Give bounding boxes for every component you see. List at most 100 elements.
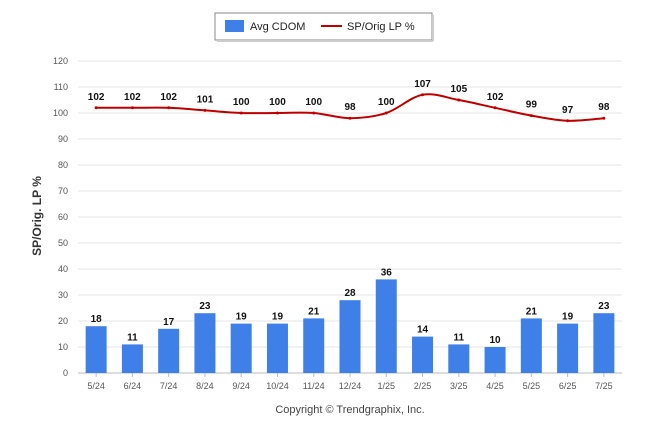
bar-data-label: 23 [199,301,211,312]
line-point-sp-orig-lp [167,106,171,110]
line-point-sp-orig-lp [529,114,533,118]
y-tick-label: 100 [53,108,68,118]
y-tick-label: 120 [53,56,68,66]
y-tick-label: 60 [58,212,68,222]
x-tick-label: 9/24 [232,381,250,391]
line-data-label: 101 [197,94,214,105]
legend-label-sp-orig-lp[interactable]: SP/Orig LP % [347,21,415,33]
bar-avg-cdom [303,318,325,373]
bar-data-label: 11 [454,332,465,343]
line-point-sp-orig-lp [239,111,243,115]
bar-data-label: 19 [562,312,574,323]
bar-avg-cdom [85,326,107,373]
line-point-sp-orig-lp [94,106,98,110]
bar-data-label: 21 [308,306,320,317]
y-tick-label: 90 [58,134,68,144]
y-axis-label: SP/Orig. LP % [30,176,44,256]
line-point-sp-orig-lp [130,106,134,110]
line-point-sp-orig-lp [602,116,606,120]
y-tick-label: 20 [58,316,68,326]
y-tick-label: 10 [58,342,68,352]
line-data-label: 98 [598,102,610,113]
x-tick-label: 5/24 [87,381,105,391]
bar-data-label: 18 [91,314,103,325]
line-data-label: 105 [450,84,467,95]
legend: Avg CDOM SP/Orig LP % [214,12,434,42]
bar-avg-cdom [520,318,542,373]
bar-avg-cdom [557,323,579,373]
line-point-sp-orig-lp [203,108,207,112]
line-data-label: 107 [414,79,431,90]
line-data-label: 102 [487,92,504,103]
bar-avg-cdom [375,279,397,373]
bar-avg-cdom [339,300,361,373]
y-tick-label: 30 [58,290,68,300]
line-point-sp-orig-lp [566,119,570,123]
line-data-label: 100 [269,97,286,108]
x-tick-label: 2/25 [414,381,432,391]
bar-data-label: 23 [598,301,610,312]
line-data-label: 98 [344,102,356,113]
bar-avg-cdom [484,347,506,373]
gridlines [78,60,622,374]
line-data-label: 100 [305,97,322,108]
copyright-footer: Copyright © Trendgraphix, Inc. [275,404,424,416]
line-data-label: 97 [562,105,574,116]
bar-data-label: 14 [417,325,429,336]
legend-swatch-avg-cdom[interactable] [225,20,244,32]
x-tick-label: 7/24 [160,381,178,391]
x-tick-label: 1/25 [378,381,396,391]
bar-avg-cdom [194,313,216,373]
y-tick-label: 40 [58,264,68,274]
y-tick-label: 0 [63,368,68,378]
line-point-sp-orig-lp [421,93,425,97]
bar-data-label: 21 [526,306,538,317]
line-point-sp-orig-lp [384,111,388,115]
y-tick-label: 80 [58,160,68,170]
bar-data-label: 28 [344,288,356,299]
x-tick-label: 4/25 [486,381,504,391]
line-point-sp-orig-lp [493,106,497,110]
line-data-label: 102 [124,92,141,103]
bar-data-label: 11 [127,332,138,343]
bar-data-label: 10 [490,335,502,346]
bar-data-label: 36 [381,267,393,278]
y-tick-label: 70 [58,186,68,196]
x-tick-label: 12/24 [339,381,362,391]
bar-avg-cdom [448,344,470,373]
x-tick-label: 6/25 [559,381,577,391]
x-tick-label: 8/24 [196,381,214,391]
bar-avg-cdom [158,328,180,373]
y-tick-label: 110 [54,82,68,92]
line-data-label: 99 [526,100,538,111]
line-data-label: 100 [233,97,250,108]
x-tick-label: 7/25 [595,381,613,391]
bar-avg-cdom [121,344,143,373]
bar-data-label: 17 [163,317,175,328]
bar-avg-cdom [593,313,615,373]
bar-avg-cdom [230,323,252,373]
line-point-sp-orig-lp [457,98,461,102]
x-tick-label: 6/24 [124,381,142,391]
line-data-label: 102 [160,92,177,103]
bar-data-label: 19 [236,312,248,323]
bar-series-avg-cdom [85,279,615,373]
y-tick-label: 50 [58,238,68,248]
line-point-sp-orig-lp [312,111,316,115]
bar-data-label: 19 [272,312,284,323]
x-tick-label: 11/24 [303,381,325,391]
bar-avg-cdom [412,336,434,373]
bar-avg-cdom [266,323,288,373]
x-tick-label: 10/24 [266,381,289,391]
data-labels: 18 11 17 23 19 19 21 28 36 14 11 10 21 19 23 102 102 102 1… [88,79,610,346]
x-tick-label: 3/25 [450,381,468,391]
line-point-sp-orig-lp [348,116,352,120]
line-data-label: 100 [378,97,395,108]
line-data-label: 102 [88,92,105,103]
line-point-sp-orig-lp [275,111,279,115]
legend-label-avg-cdom[interactable]: Avg CDOM [250,21,305,33]
x-tick-label: 5/25 [523,381,541,391]
line-series-sp-orig-lp [94,93,606,123]
